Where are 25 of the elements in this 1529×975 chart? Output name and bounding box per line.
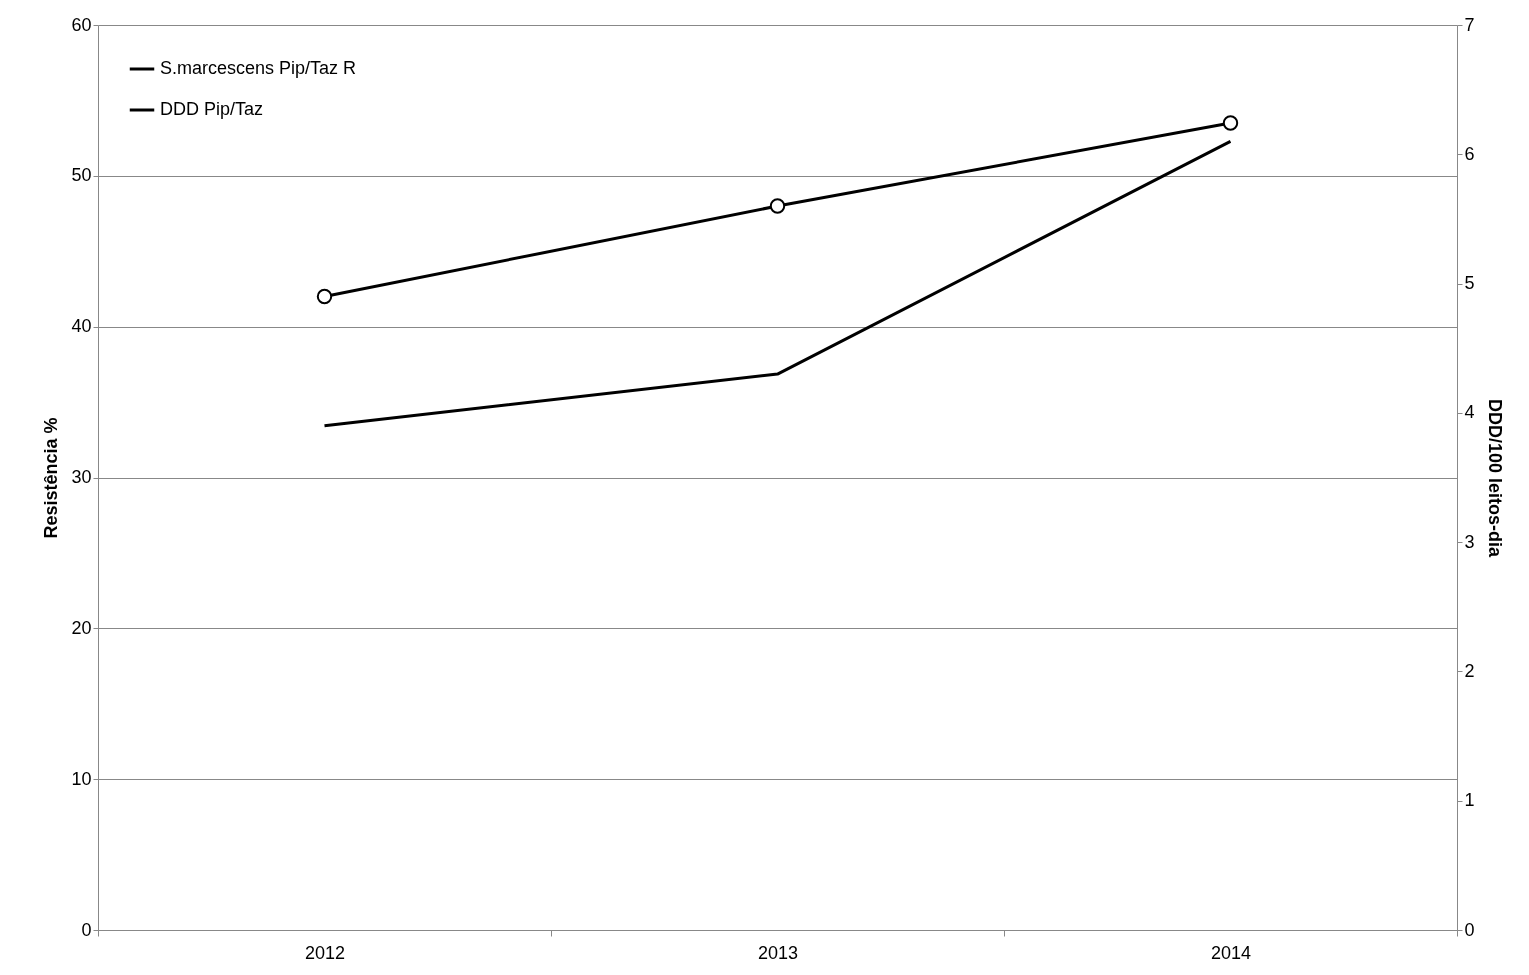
y-tick-label: 20 bbox=[71, 617, 92, 638]
y-axis-title: Resistência % bbox=[41, 417, 62, 539]
y-tick-label: 60 bbox=[71, 14, 92, 35]
y-tick-label: 40 bbox=[71, 316, 92, 337]
y2-tick-label: 3 bbox=[1464, 531, 1475, 552]
point bbox=[1222, 115, 1239, 131]
x-tick-label: 2014 bbox=[1210, 942, 1252, 963]
y2-tick-label: 4 bbox=[1464, 402, 1475, 423]
y2-tick-label: 5 bbox=[1464, 273, 1475, 294]
x-tick-label: 2013 bbox=[757, 942, 799, 963]
y-tick-label: 10 bbox=[71, 768, 92, 789]
y2-tick-label: 7 bbox=[1464, 14, 1475, 35]
point bbox=[769, 198, 786, 214]
y-tick-label: 50 bbox=[71, 165, 92, 186]
y2-tick-label: 1 bbox=[1464, 790, 1475, 811]
point bbox=[316, 288, 333, 305]
legend-label: DDD Pip/Taz bbox=[160, 99, 264, 119]
legend-label: S.marcescens Pip/Taz R bbox=[160, 58, 357, 78]
y-tick-label: 30 bbox=[71, 467, 92, 487]
y2-tick-label: 2 bbox=[1464, 660, 1475, 681]
y2-tick-label: 6 bbox=[1464, 143, 1475, 164]
y-tick-label: 0 bbox=[81, 919, 92, 940]
y2-tick-label: 0 bbox=[1464, 919, 1475, 940]
x-tick-label: 2012 bbox=[304, 942, 346, 963]
y2-axis-title: DDD/100 leitos-dia bbox=[1484, 398, 1505, 559]
